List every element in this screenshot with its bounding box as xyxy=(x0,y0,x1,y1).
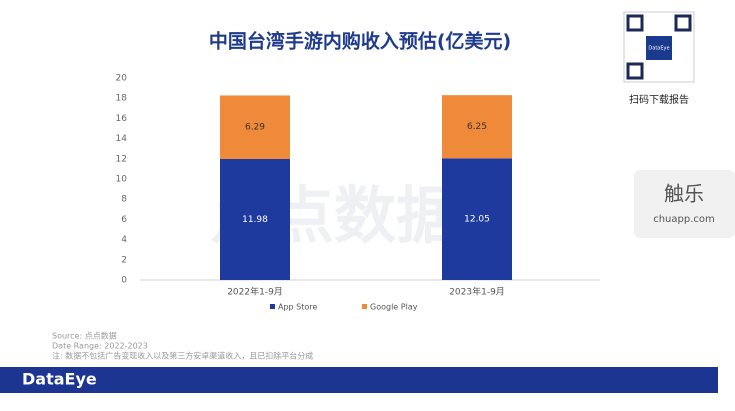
legend-swatch xyxy=(270,304,275,309)
site-name: 触乐 xyxy=(664,182,704,206)
y-tick-label: 4 xyxy=(121,235,127,245)
qr-finder xyxy=(626,62,644,80)
chart-title: 中国台湾手游内购收入预估(亿美元) xyxy=(209,30,511,53)
value-label: 6.25 xyxy=(467,122,487,132)
bar-segment xyxy=(220,95,290,160)
bar-segment xyxy=(442,158,512,280)
site-url: chuapp.com xyxy=(653,214,715,225)
bar-segment xyxy=(220,159,290,280)
value-label: 11.98 xyxy=(242,215,268,225)
date-range: Date Range: 2022-2023 xyxy=(52,342,148,351)
qr-finder xyxy=(626,14,644,32)
y-tick-label: 14 xyxy=(116,134,128,144)
y-tick-label: 16 xyxy=(116,114,128,124)
footer-brand: DataEye xyxy=(22,370,97,389)
legend-label: Google Play xyxy=(370,303,418,312)
y-tick-label: 0 xyxy=(121,276,127,286)
footer-bar xyxy=(0,367,718,393)
legend-swatch xyxy=(362,304,367,309)
value-label: 12.05 xyxy=(464,215,490,225)
value-label: 6.29 xyxy=(245,123,265,133)
legend-label: App Store xyxy=(278,303,317,312)
qr-brand: DataEye xyxy=(648,46,669,52)
y-tick-label: 8 xyxy=(121,195,127,205)
x-tick-label: 2023年1-9月 xyxy=(449,286,505,298)
qr-logo xyxy=(646,36,672,60)
x-tick-label: 2022年1-9月 xyxy=(227,286,283,298)
note: 注: 数据不包括广告变现收入以及第三方安卓渠道收入，且已扣除平台分成 xyxy=(52,351,313,361)
y-tick-label: 6 xyxy=(121,215,127,225)
qr-frame xyxy=(623,11,695,83)
y-tick-label: 12 xyxy=(116,154,127,164)
y-tick-label: 10 xyxy=(116,175,128,185)
y-tick-label: 2 xyxy=(121,255,127,265)
bar-segment xyxy=(442,95,512,159)
site-badge xyxy=(634,170,735,238)
qr-label: 扫码下载报告 xyxy=(629,93,689,106)
qr-finder xyxy=(674,14,692,32)
source: Source: 点点数据 xyxy=(52,331,117,341)
y-tick-label: 20 xyxy=(116,74,128,84)
qr-code: DataEye xyxy=(623,11,695,83)
y-tick-label: 18 xyxy=(116,94,128,104)
